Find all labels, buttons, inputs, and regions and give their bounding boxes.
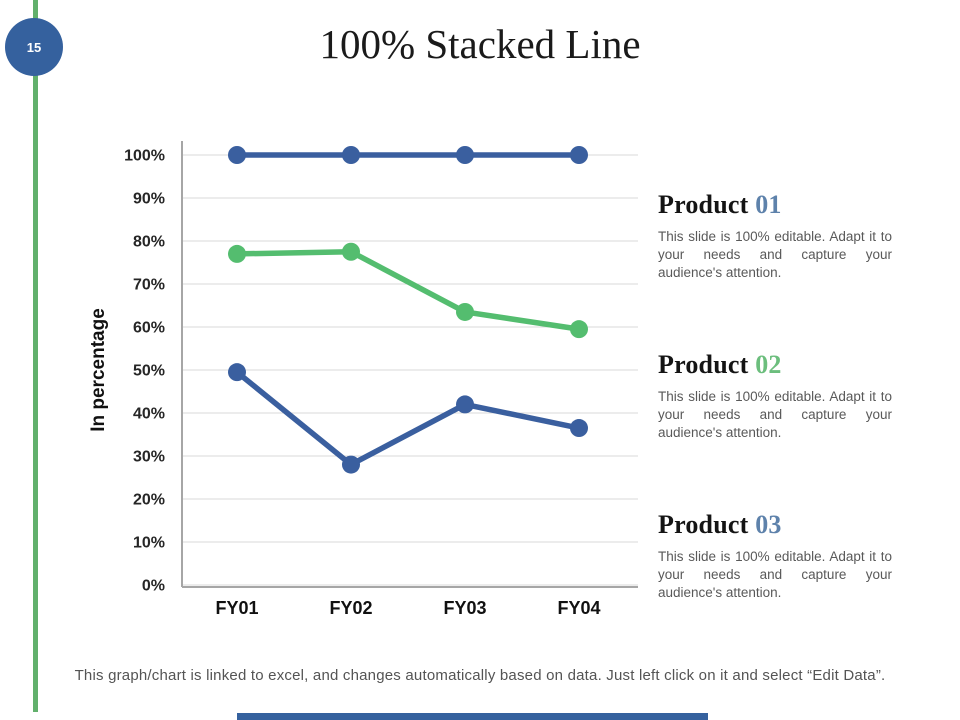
series-line xyxy=(234,369,582,468)
left-accent-line xyxy=(33,0,38,712)
data-point-marker xyxy=(456,146,474,164)
data-point-marker xyxy=(570,419,588,438)
data-point-marker xyxy=(456,395,474,414)
slide-title: 100% Stacked Line xyxy=(319,21,641,67)
product-03-name: Product xyxy=(658,510,749,539)
data-point-marker xyxy=(570,146,588,164)
bottom-accent-bar xyxy=(237,713,708,720)
x-tick-label: FY01 xyxy=(215,598,258,618)
product-01-description: This slide is 100% editable. Adapt it to… xyxy=(658,229,892,281)
x-tick-label: FY04 xyxy=(557,598,600,618)
y-tick-label: 0% xyxy=(142,578,165,595)
y-tick-label: 70% xyxy=(133,277,165,294)
footer-note: This graph/chart is linked to excel, and… xyxy=(74,667,886,684)
product-01-name: Product xyxy=(658,190,749,219)
page-number: 15 xyxy=(26,39,42,55)
product-03-number: 03 xyxy=(755,510,782,539)
product-01-number: 01 xyxy=(755,190,782,219)
data-point-marker xyxy=(228,146,246,164)
product-01-block: Product 01 This slide is 100% editable. … xyxy=(658,190,892,283)
product-01-heading: Product 01 xyxy=(658,190,892,220)
data-point-marker xyxy=(342,455,360,474)
y-tick-label: 80% xyxy=(133,234,165,251)
x-tick-label: FY02 xyxy=(329,598,372,618)
y-tick-label: 40% xyxy=(133,406,165,423)
data-point-marker xyxy=(228,244,246,263)
product-03-heading: Product 03 xyxy=(658,510,892,540)
y-tick-label: 30% xyxy=(133,449,165,466)
product-02-description: This slide is 100% editable. Adapt it to… xyxy=(658,389,892,441)
product-02-heading: Product 02 xyxy=(658,350,892,380)
series-line xyxy=(234,249,582,332)
product-02-name: Product xyxy=(658,350,749,379)
product-02-number: 02 xyxy=(755,350,782,379)
y-axis-title: In percentage xyxy=(88,308,109,432)
product-03-block: Product 03 This slide is 100% editable. … xyxy=(658,510,892,603)
x-tick-label: FY03 xyxy=(443,598,486,618)
product-03-description: This slide is 100% editable. Adapt it to… xyxy=(658,549,892,601)
y-tick-label: 100% xyxy=(124,148,165,165)
data-point-marker xyxy=(570,320,588,339)
y-tick-label: 50% xyxy=(133,363,165,380)
product-02-block: Product 02 This slide is 100% editable. … xyxy=(658,350,892,443)
data-point-marker xyxy=(342,146,360,164)
page-number-badge: 15 xyxy=(5,18,63,76)
y-tick-label: 90% xyxy=(133,191,165,208)
data-point-marker xyxy=(342,242,360,261)
y-tick-label: 10% xyxy=(133,535,165,552)
data-point-marker xyxy=(228,363,246,382)
data-point-marker xyxy=(456,302,474,321)
y-tick-label: 60% xyxy=(133,320,165,337)
y-tick-label: 20% xyxy=(133,492,165,509)
